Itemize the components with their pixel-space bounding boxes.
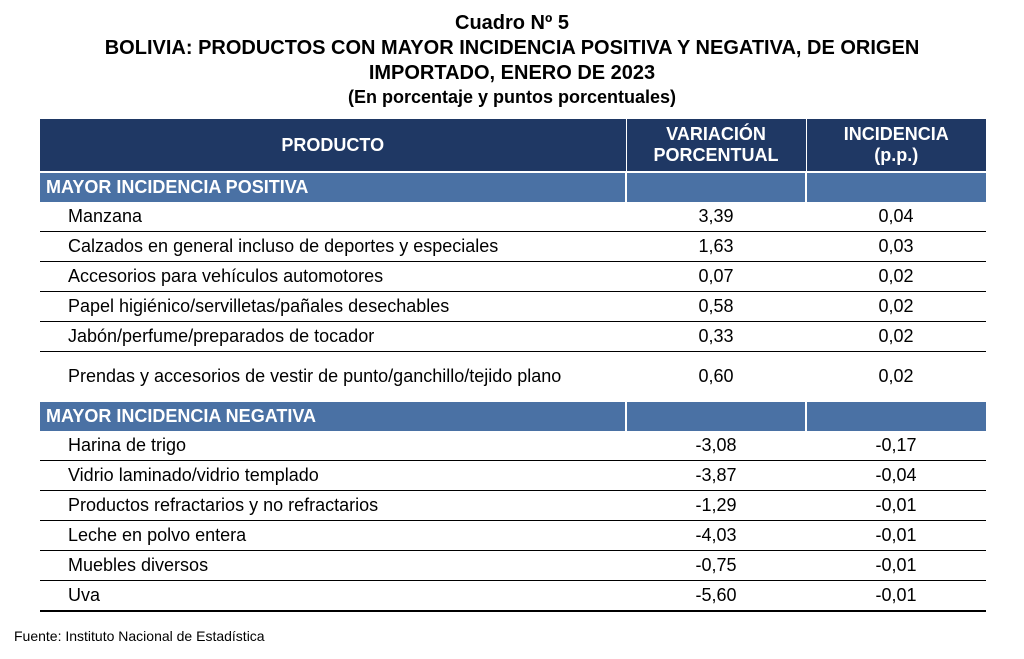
col-header-producto: PRODUCTO <box>40 119 627 172</box>
table-row: Calzados en general incluso de deportes … <box>40 231 986 262</box>
product-name: Calzados en general incluso de deportes … <box>40 231 626 262</box>
variacion-value: 0,58 <box>626 291 806 322</box>
product-name: Muebles diversos <box>40 550 626 581</box>
variacion-value: -5,60 <box>626 580 806 612</box>
source-note: Fuente: Instituto Nacional de Estadístic… <box>14 628 265 644</box>
table-row: Jabón/perfume/preparados de tocador 0,33… <box>40 321 986 352</box>
incidencia-value: 0,03 <box>806 231 986 262</box>
header-row: PRODUCTO VARIACIÓN PORCENTUAL INCIDENCIA… <box>40 119 986 172</box>
product-name: Jabón/perfume/preparados de tocador <box>40 321 626 352</box>
variacion-value: 0,07 <box>626 261 806 292</box>
incidencia-value: -0,01 <box>806 580 986 612</box>
table-title: Cuadro Nº 5 BOLIVIA: PRODUCTOS CON MAYOR… <box>0 10 1024 108</box>
incidencia-value: -0,01 <box>806 490 986 521</box>
incidencia-value: -0,04 <box>806 460 986 491</box>
product-name: Leche en polvo entera <box>40 520 626 551</box>
incidencia-value: -0,01 <box>806 520 986 551</box>
product-name: Productos refractarios y no refractarios <box>40 490 626 521</box>
variacion-value: -3,08 <box>626 431 806 461</box>
variacion-value: 0,33 <box>626 321 806 352</box>
incidencia-value: -0,17 <box>806 431 986 461</box>
units-subtitle: (En porcentaje y puntos porcentuales) <box>347 87 677 107</box>
variacion-value: -0,75 <box>626 550 806 581</box>
table-row: Prendas y accesorios de vestir de punto/… <box>40 351 986 402</box>
incidencia-value: 0,02 <box>806 351 986 402</box>
product-name: Prendas y accesorios de vestir de punto/… <box>40 351 626 402</box>
table-row: Manzana 3,39 0,04 <box>40 202 986 232</box>
section-label: MAYOR INCIDENCIA NEGATIVA <box>40 400 627 431</box>
table-number: Cuadro Nº 5 <box>455 12 569 34</box>
col-header-incidencia-line2: (p.p.) <box>874 145 919 165</box>
variacion-value: 3,39 <box>626 202 806 232</box>
col-header-incidencia-line1: INCIDENCIA <box>843 124 949 144</box>
table-row: Uva -5,60 -0,01 <box>40 580 986 612</box>
variacion-value: 1,63 <box>626 231 806 262</box>
incidencia-value: -0,01 <box>806 550 986 581</box>
table-row: Productos refractarios y no refractarios… <box>40 490 986 521</box>
title-line-1: BOLIVIA: PRODUCTOS CON MAYOR INCIDENCIA … <box>104 37 920 59</box>
table-row: Accesorios para vehículos automotores 0,… <box>40 261 986 292</box>
incidencia-value: 0,02 <box>806 321 986 352</box>
section-positive: MAYOR INCIDENCIA POSITIVA <box>40 171 986 202</box>
col-header-variacion-line1: VARIACIÓN <box>666 124 766 144</box>
col-header-incidencia: INCIDENCIA (p.p.) <box>806 119 986 172</box>
col-header-variacion-line2: PORCENTUAL <box>653 145 779 165</box>
col-header-variacion: VARIACIÓN PORCENTUAL <box>626 119 807 172</box>
incidencia-value: 0,02 <box>806 291 986 322</box>
product-name: Harina de trigo <box>40 431 626 461</box>
section-negative: MAYOR INCIDENCIA NEGATIVA <box>40 400 986 431</box>
variacion-value: -3,87 <box>626 460 806 491</box>
table-row: Papel higiénico/servilletas/pañales dese… <box>40 291 986 322</box>
title-line-2: IMPORTADO, ENERO DE 2023 <box>368 62 656 84</box>
section-label: MAYOR INCIDENCIA POSITIVA <box>40 171 627 202</box>
variacion-value: -1,29 <box>626 490 806 521</box>
product-name: Papel higiénico/servilletas/pañales dese… <box>40 291 626 322</box>
incidence-table: PRODUCTO VARIACIÓN PORCENTUAL INCIDENCIA… <box>40 119 986 612</box>
incidencia-value: 0,04 <box>806 202 986 232</box>
product-name: Uva <box>40 580 626 612</box>
incidencia-value: 0,02 <box>806 261 986 292</box>
variacion-value: -4,03 <box>626 520 806 551</box>
product-name: Accesorios para vehículos automotores <box>40 261 626 292</box>
table-row: Vidrio laminado/vidrio templado -3,87 -0… <box>40 460 986 491</box>
variacion-value: 0,60 <box>626 351 806 402</box>
table-row: Leche en polvo entera -4,03 -0,01 <box>40 520 986 551</box>
table-row: Muebles diversos -0,75 -0,01 <box>40 550 986 581</box>
table-row: Harina de trigo -3,08 -0,17 <box>40 431 986 461</box>
product-name: Vidrio laminado/vidrio templado <box>40 460 626 491</box>
product-name: Manzana <box>40 202 626 232</box>
